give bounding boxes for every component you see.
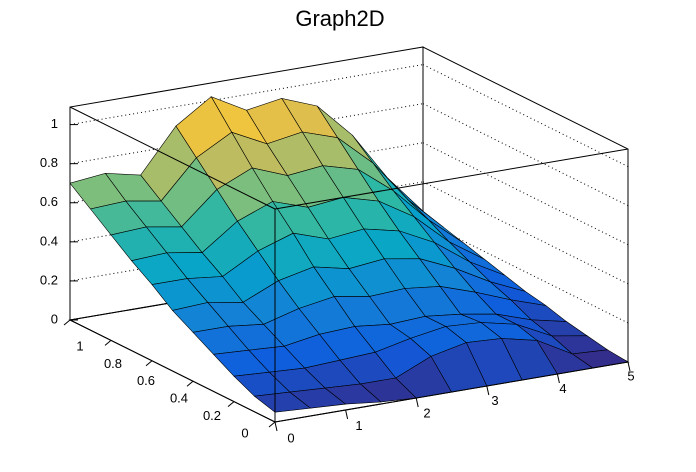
x-tick: [556, 373, 560, 384]
x-tick-label: 4: [559, 381, 566, 396]
y-tick: [186, 380, 194, 387]
y-tick: [227, 401, 235, 407]
y-tick: [145, 360, 153, 367]
y-tick-label: 0.4: [170, 391, 188, 406]
x-axis: [274, 361, 629, 423]
y-tick-label: 0.2: [203, 408, 221, 423]
y-tick: [104, 340, 112, 346]
x-tick: [627, 361, 631, 372]
x-tick-label: 0: [287, 430, 294, 445]
x-tick-label: 5: [627, 368, 634, 383]
x-tick-label: 3: [491, 393, 498, 408]
y-tick: [268, 421, 276, 428]
y-tick-label: 0.6: [137, 373, 155, 388]
box-edge: [274, 148, 629, 210]
y-tick-label: 0: [241, 425, 248, 440]
surface-cell: [253, 391, 312, 413]
x-tick-label: 1: [355, 418, 362, 433]
y-axis: [69, 319, 276, 423]
z-tick-label: 0.4: [40, 233, 58, 248]
x-tick: [274, 421, 278, 432]
z-tick-label: 1: [51, 116, 58, 131]
z-tick-label: 0.6: [40, 194, 58, 209]
x-tick: [345, 409, 349, 420]
chart-title: Graph2D: [295, 6, 384, 31]
x-tick-label: 2: [423, 406, 430, 421]
box-edge: [69, 106, 276, 210]
y-tick-label: 0.8: [104, 356, 122, 371]
x-tick: [486, 385, 490, 396]
x-tick: [415, 397, 419, 408]
z-tick-label: 0.8: [40, 155, 58, 170]
y-tick: [63, 319, 71, 326]
z-tick-label: 0: [51, 311, 58, 326]
z-tick-label: 0.2: [40, 272, 58, 287]
y-tick-label: 1: [76, 338, 83, 353]
